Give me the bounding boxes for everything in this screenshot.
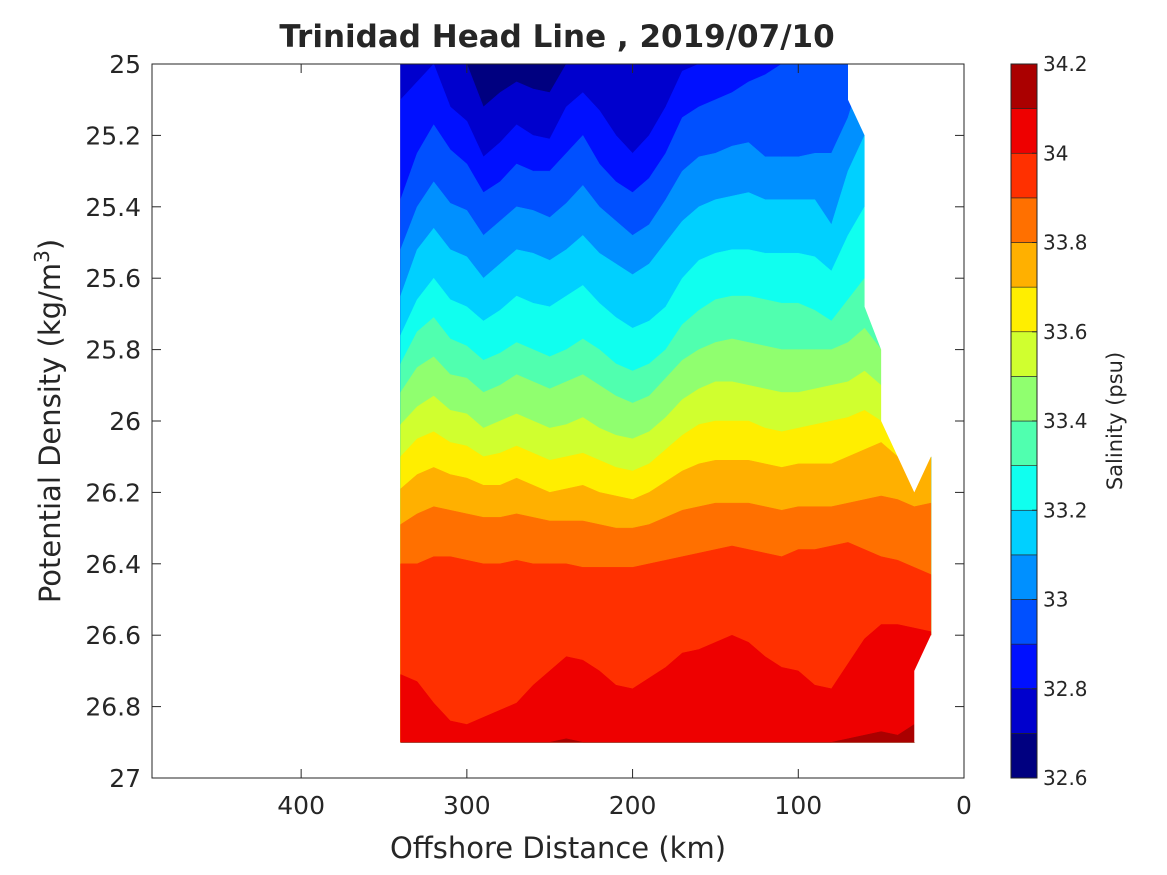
colorbar-segment (1010, 643, 1038, 690)
colorbar-tick-label: 34 (1043, 141, 1068, 165)
colorbar-segment (1010, 420, 1038, 466)
contour-band-34 (400, 624, 932, 743)
y-tick-label: 27 (109, 764, 141, 793)
y-tick-label: 26.8 (85, 693, 141, 722)
y-tick-label: 26.2 (85, 478, 141, 507)
colorbar-segment (1010, 286, 1038, 333)
y-tick-label: 25 (109, 50, 141, 79)
y-tick-label: 25.2 (85, 121, 141, 150)
contour-plot-area: 400 300 200 100 0 25 25.2 25.4 25.6 25.8 26 26.2 26… (85, 50, 972, 820)
colorbar-segment (1010, 554, 1038, 600)
colorbar-tick-label: 32.6 (1043, 766, 1088, 790)
colorbar-segment (1010, 599, 1038, 645)
colorbar-segment (1010, 108, 1038, 154)
colorbar-tick-label: 34.2 (1043, 52, 1088, 76)
y-tick-label: 26.6 (85, 621, 141, 650)
contour-band-34.1 (400, 724, 932, 743)
x-tick-label: 200 (609, 791, 657, 820)
y-tick-label: 26.4 (85, 550, 141, 579)
colorbar: 34.2 34 33.8 33.6 33.4 33.2 33 32.8 32.6 Salinit… (1010, 52, 1127, 790)
no-data-region-top (848, 64, 964, 493)
y-tick-label: 26 (109, 407, 141, 436)
colorbar-ticks: 34.2 34 33.8 33.6 33.4 33.2 33 32.8 32.6 (1032, 52, 1088, 790)
colorbar-segment (1010, 465, 1038, 511)
x-tick-label: 0 (956, 791, 972, 820)
colorbar-tick-label: 33.4 (1043, 409, 1088, 433)
x-tick-label: 300 (443, 791, 491, 820)
colorbar-segment (1010, 331, 1038, 377)
contour-fills (400, 64, 964, 778)
colorbar-segment (1010, 242, 1038, 288)
x-tick-label: 400 (277, 791, 325, 820)
colorbar-segment (1010, 63, 1038, 109)
colorbar-tick-label: 33.6 (1043, 320, 1088, 344)
colorbar-segment (1010, 733, 1038, 779)
colorbar-segments (1010, 63, 1038, 779)
colorbar-tick-label: 33.8 (1043, 231, 1088, 255)
y-tick-label: 25.4 (85, 193, 141, 222)
colorbar-segment (1010, 376, 1038, 422)
y-axis-ticks: 25 25.2 25.4 25.6 25.8 26 26.2 26.4 26.6 26.8 27 (85, 50, 964, 793)
no-data-region-bottom (914, 635, 964, 778)
colorbar-segment (1010, 152, 1038, 199)
colorbar-segment (1010, 509, 1038, 556)
colorbar-label: Salinity (psu) (1103, 352, 1127, 490)
y-tick-label: 25.8 (85, 336, 141, 365)
x-axis-label: Offshore Distance (km) (390, 831, 726, 865)
colorbar-segment (1010, 197, 1038, 243)
y-axis-label: Potential Density (kg/m3) (30, 239, 67, 603)
colorbar-segment (1010, 688, 1038, 734)
colorbar-tick-label: 33.2 (1043, 498, 1088, 522)
x-axis-ticks: 400 300 200 100 0 (277, 64, 972, 820)
x-tick-label: 100 (774, 791, 822, 820)
colorbar-tick-label: 33 (1043, 588, 1068, 612)
colorbar-tick-label: 32.8 (1043, 677, 1088, 701)
y-tick-label: 25.6 (85, 264, 141, 293)
chart-title: Trinidad Head Line , 2019/07/10 (279, 19, 834, 55)
